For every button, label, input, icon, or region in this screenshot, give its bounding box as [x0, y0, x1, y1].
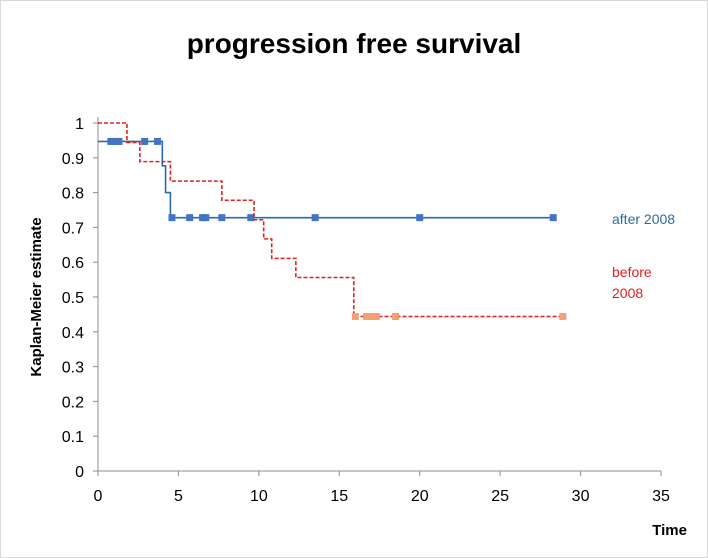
y-tick-label: 1 — [75, 116, 84, 133]
censor-marker — [392, 312, 400, 320]
x-tick-label: 30 — [572, 488, 590, 505]
y-tick-label: 0.9 — [62, 151, 84, 168]
x-tick-label: 10 — [250, 488, 268, 505]
y-tick-label: 0.8 — [62, 186, 84, 203]
x-tick-label: 35 — [652, 488, 670, 505]
series-line-after-2008 — [98, 140, 554, 219]
x-tick-label: 20 — [411, 488, 429, 505]
series-layer — [98, 122, 567, 320]
censor-marker — [351, 312, 359, 320]
legend-layer: after 2008 before 2008 — [612, 211, 675, 301]
censor-marker — [110, 137, 118, 145]
y-tick-label: 0.2 — [62, 394, 84, 411]
legend-line: 2008 — [612, 285, 643, 301]
y-tick-label: 0.1 — [62, 429, 84, 446]
y-tick-label: 0 — [75, 464, 84, 481]
y-tick-label: 0.4 — [62, 325, 84, 342]
censor-marker — [168, 214, 176, 222]
y-tick-label: 0.6 — [62, 255, 84, 272]
y-tick-label: 0.5 — [62, 290, 84, 307]
censor-marker — [202, 214, 210, 222]
x-axis-label: Time — [652, 522, 687, 539]
legend-line: after 2008 — [612, 211, 675, 227]
censor-marker — [154, 137, 162, 145]
censor-marker — [247, 214, 255, 222]
censor-marker — [218, 214, 226, 222]
censor-marker — [115, 137, 123, 145]
series-line-before-2008 — [98, 122, 563, 318]
y-tick-label: 0.3 — [62, 360, 84, 377]
y-axis-label: Kaplan-Meier estimate — [28, 217, 45, 376]
censor-marker — [549, 214, 557, 222]
censor-marker — [311, 214, 319, 222]
censor-marker — [416, 214, 424, 222]
censor-marker — [141, 137, 149, 145]
legend-label-after-2008: after 2008 — [612, 211, 675, 227]
x-tick-label: 15 — [330, 488, 348, 505]
axes: 00.10.20.30.40.50.60.70.80.910 5 10 15 20 25 3… — [62, 116, 670, 505]
x-tick-label: 25 — [491, 488, 509, 505]
censor-marker — [186, 214, 194, 222]
y-tick-label: 0.7 — [62, 220, 84, 237]
legend-label-before-2008: before 2008 — [612, 264, 652, 301]
x-tick-label: 0 — [94, 488, 103, 505]
x-tick-label: 5 — [174, 488, 183, 505]
legend-line: before — [612, 264, 652, 280]
censor-marker — [372, 312, 380, 320]
censor-marker — [559, 312, 567, 320]
chart-title: progression free survival — [187, 28, 522, 59]
